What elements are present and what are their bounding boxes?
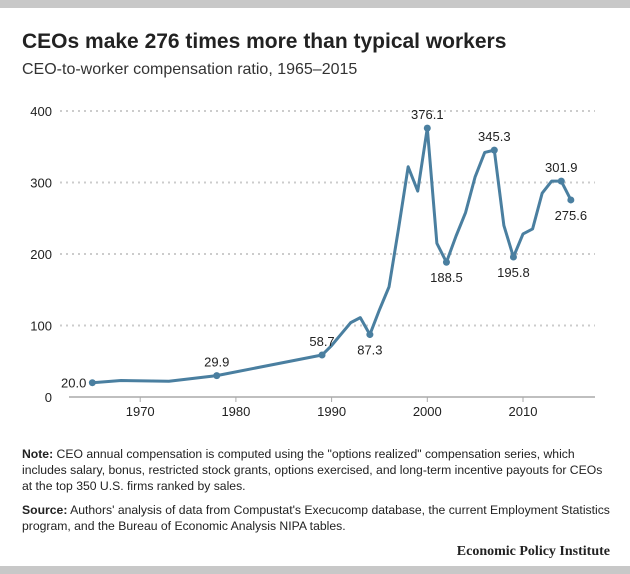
data-point <box>318 351 326 359</box>
data-label: 345.3 <box>478 129 511 144</box>
chart-title: CEOs make 276 times more than typical wo… <box>22 30 507 53</box>
y-tick-label: 100 <box>30 319 52 334</box>
note-text: CEO annual compensation is computed usin… <box>22 447 603 493</box>
x-tick-label: 1980 <box>221 404 250 419</box>
line-chart: 0 100 200 300 400 1970 1980 1990 2000 2010 20.0 29.… <box>30 104 595 419</box>
bottom-bar <box>0 566 630 574</box>
data-point <box>366 331 374 339</box>
y-tick-label: 300 <box>30 176 52 191</box>
top-bar <box>0 0 630 8</box>
x-tick-label: 1990 <box>317 404 346 419</box>
data-point <box>213 372 221 380</box>
x-tick-label: 2010 <box>509 404 538 419</box>
note-label: Note: <box>22 447 54 461</box>
data-point <box>423 124 431 132</box>
source-label: Source: <box>22 503 68 517</box>
x-tick-label: 1970 <box>126 404 155 419</box>
data-label: 87.3 <box>357 343 382 358</box>
data-label: 188.5 <box>430 270 463 285</box>
data-label: 58.7 <box>309 334 334 349</box>
data-label: 29.9 <box>204 355 229 370</box>
data-label: 20.0 <box>61 376 86 391</box>
x-tick-label: 2000 <box>413 404 442 419</box>
epi-logo: Economic Policy Institute <box>456 544 610 559</box>
y-tick-label: 200 <box>30 247 52 262</box>
data-point <box>490 146 498 154</box>
y-tick-label: 400 <box>30 104 52 119</box>
data-point <box>442 258 450 266</box>
data-point <box>557 177 565 185</box>
data-label: 275.6 <box>555 208 588 223</box>
data-point <box>509 253 517 261</box>
note: Note: CEO annual compensation is compute… <box>22 446 612 494</box>
data-point <box>567 196 575 204</box>
data-label: 195.8 <box>497 265 530 280</box>
data-point <box>88 379 96 387</box>
source: Source: Authors' analysis of data from C… <box>22 502 612 534</box>
data-label: 376.1 <box>411 107 444 122</box>
y-tick-label: 0 <box>45 390 52 405</box>
data-label: 301.9 <box>545 160 578 175</box>
chart-subtitle: CEO-to-worker compensation ratio, 1965–2… <box>22 61 358 78</box>
source-text: Authors' analysis of data from Compustat… <box>22 503 610 533</box>
